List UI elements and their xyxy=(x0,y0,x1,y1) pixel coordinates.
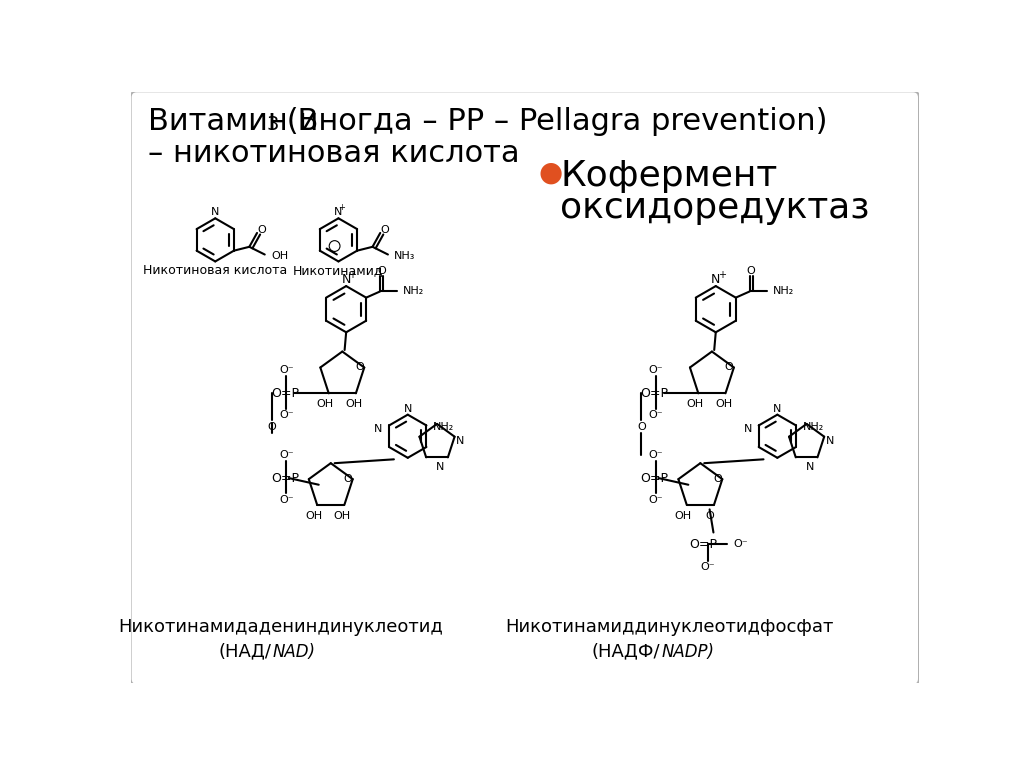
Text: Никотиновая кислота: Никотиновая кислота xyxy=(143,264,288,277)
Text: O=P: O=P xyxy=(641,472,669,485)
Text: O⁻: O⁻ xyxy=(648,410,664,420)
Text: N: N xyxy=(341,273,351,286)
Text: OH: OH xyxy=(675,511,692,521)
Text: O: O xyxy=(257,225,266,235)
Text: O: O xyxy=(343,473,352,483)
Text: OH: OH xyxy=(305,511,323,521)
Text: NADP): NADP) xyxy=(662,643,715,660)
Text: O=P: O=P xyxy=(689,538,717,551)
Text: O⁻: O⁻ xyxy=(648,365,664,375)
Text: O⁻: O⁻ xyxy=(280,410,294,420)
Text: +: + xyxy=(718,270,726,280)
Text: O⁻: O⁻ xyxy=(280,450,294,460)
Text: OH: OH xyxy=(345,399,362,409)
Text: NAD): NAD) xyxy=(273,643,316,660)
FancyBboxPatch shape xyxy=(131,91,920,685)
Text: N: N xyxy=(211,207,219,217)
Text: O: O xyxy=(381,225,389,235)
Text: N: N xyxy=(743,423,753,433)
Text: O: O xyxy=(377,266,386,276)
Text: O: O xyxy=(267,422,276,432)
Text: OH: OH xyxy=(316,399,334,409)
Text: N: N xyxy=(375,423,383,433)
Text: N: N xyxy=(403,403,412,413)
Text: NH₂: NH₂ xyxy=(433,422,455,432)
Text: NH₂: NH₂ xyxy=(403,286,424,297)
Text: OH: OH xyxy=(715,399,732,409)
Text: Никотинамидадениндинуклеотид: Никотинамидадениндинуклеотид xyxy=(119,618,443,636)
Text: OH: OH xyxy=(334,511,351,521)
Text: O: O xyxy=(713,473,722,483)
Text: O⁻: O⁻ xyxy=(733,539,749,549)
Text: (иногда – PP – Pellagra prevention): (иногда – PP – Pellagra prevention) xyxy=(276,107,827,136)
Text: N: N xyxy=(773,403,781,413)
Text: NH₂: NH₂ xyxy=(803,422,824,432)
Text: O: O xyxy=(355,362,364,372)
Text: Никотинамид: Никотинамид xyxy=(293,264,384,277)
Text: N: N xyxy=(334,207,343,217)
Text: – никотиновая кислота: – никотиновая кислота xyxy=(147,139,519,168)
Text: NH₃: NH₃ xyxy=(394,251,416,261)
Text: O: O xyxy=(724,362,733,372)
Text: O: O xyxy=(706,511,714,521)
Text: O⁻: O⁻ xyxy=(700,562,716,572)
Text: (НАДФ/: (НАДФ/ xyxy=(592,643,660,660)
Text: +: + xyxy=(348,270,356,280)
Text: O=P: O=P xyxy=(271,387,299,400)
Text: N: N xyxy=(456,436,464,446)
Text: N: N xyxy=(825,436,834,446)
Text: N: N xyxy=(711,273,721,286)
Text: +: + xyxy=(338,203,345,212)
Text: O: O xyxy=(637,422,646,432)
Text: O⁻: O⁻ xyxy=(648,450,664,460)
Text: O⁻: O⁻ xyxy=(648,495,664,505)
Text: 3: 3 xyxy=(267,115,280,134)
Text: NH₂: NH₂ xyxy=(773,286,794,297)
Text: OH: OH xyxy=(271,251,288,261)
Text: O: O xyxy=(746,266,756,276)
Text: N: N xyxy=(806,462,814,472)
Text: Витамин В: Витамин В xyxy=(147,107,317,136)
Text: O⁻: O⁻ xyxy=(280,365,294,375)
Text: N: N xyxy=(436,462,444,472)
Text: O=P: O=P xyxy=(641,387,669,400)
Text: Кофермент: Кофермент xyxy=(560,159,777,193)
Text: OH: OH xyxy=(686,399,703,409)
Text: оксидоредуктаз: оксидоредуктаз xyxy=(560,192,869,225)
Text: ●: ● xyxy=(539,159,563,187)
Text: O=P: O=P xyxy=(271,472,299,485)
Text: Никотинамиддинуклеотидфосфат: Никотинамиддинуклеотидфосфат xyxy=(506,618,834,636)
Text: O⁻: O⁻ xyxy=(280,495,294,505)
Text: (НАД/: (НАД/ xyxy=(218,643,271,660)
